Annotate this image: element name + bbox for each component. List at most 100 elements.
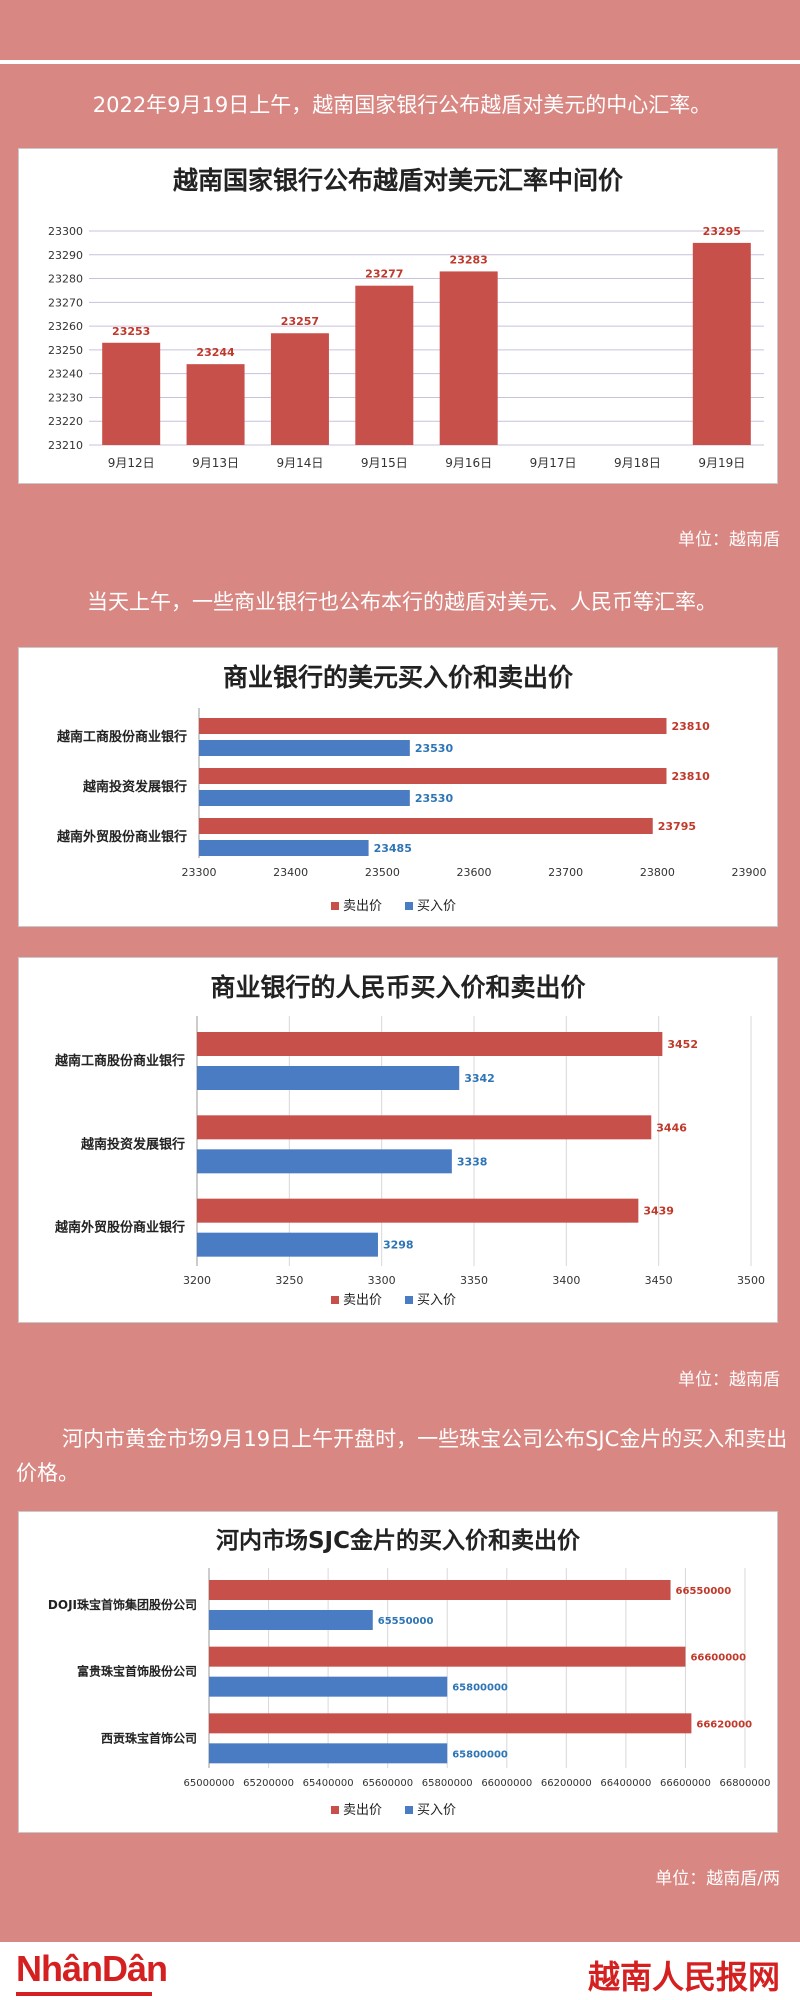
x-tick-label: 3350 bbox=[460, 1274, 488, 1287]
category-label: 越南工商股份商业银行 bbox=[54, 1053, 185, 1069]
category-label: 越南投资发展银行 bbox=[80, 1136, 185, 1152]
data-label: 23295 bbox=[703, 225, 741, 238]
unit-label-2: 单位：越南盾 bbox=[678, 1370, 780, 1390]
bar-sell bbox=[199, 768, 667, 784]
data-label: 23277 bbox=[365, 268, 403, 281]
category-label: 越南外贸股份商业银行 bbox=[54, 1220, 185, 1236]
site-name-logo[interactable]: 越南人民报网 bbox=[587, 1958, 780, 1996]
x-tick-label: 3300 bbox=[368, 1274, 396, 1287]
y-tick-label: 23290 bbox=[48, 249, 83, 262]
bar-buy bbox=[209, 1676, 448, 1697]
x-tick-label: 23900 bbox=[732, 866, 767, 879]
bar-sell bbox=[209, 1646, 686, 1667]
data-label: 65550000 bbox=[378, 1616, 434, 1627]
data-label: 23530 bbox=[415, 792, 454, 805]
chart-title: 商业银行的人民币买入价和卖出价 bbox=[210, 973, 586, 1002]
bar-sell bbox=[199, 818, 653, 834]
data-label: 3298 bbox=[383, 1239, 414, 1252]
y-tick-label: 23260 bbox=[48, 320, 83, 333]
y-tick-label: 23210 bbox=[48, 439, 83, 452]
x-tick-label: 9月13日 bbox=[192, 456, 239, 470]
data-label: 23810 bbox=[672, 720, 711, 733]
data-label: 65800000 bbox=[452, 1683, 508, 1694]
unit-label-1: 单位：越南盾 bbox=[678, 530, 780, 550]
data-label: 66550000 bbox=[676, 1586, 732, 1597]
data-label: 3452 bbox=[667, 1038, 698, 1051]
data-label: 23795 bbox=[658, 820, 696, 833]
bar-buy bbox=[199, 790, 410, 806]
bar-sell bbox=[209, 1713, 692, 1734]
bar bbox=[355, 285, 414, 445]
x-tick-label: 23400 bbox=[273, 866, 308, 879]
chart-panel-cny: 商业银行的人民币买入价和卖出价 3200 3250 3300 3350 3400 3450 3… bbox=[18, 957, 778, 1323]
data-label: 23810 bbox=[672, 770, 711, 783]
intro-paragraph-3: 河内市黄金市场9月19日上午开盘时，一些珠宝公司公布SJC金片的买入和卖出价格。 bbox=[16, 1427, 788, 1485]
bar-buy bbox=[197, 1232, 378, 1257]
data-label: 3338 bbox=[457, 1155, 488, 1168]
bar-sell bbox=[209, 1580, 671, 1600]
bar-sell bbox=[197, 1032, 663, 1056]
chart-title: 越南国家银行公布越盾对美元汇率中间价 bbox=[173, 166, 624, 195]
chart-panel-central-rate: 越南国家银行公布越盾对美元汇率中间价 23210 23220 23230 23240 23… bbox=[18, 148, 778, 484]
data-label: 23283 bbox=[450, 253, 488, 266]
x-tick-label: 9月14日 bbox=[276, 456, 323, 470]
bar-sell bbox=[199, 718, 667, 734]
x-tick-label: 66400000 bbox=[600, 1778, 651, 1789]
data-label: 3446 bbox=[656, 1121, 687, 1134]
nhandan-logo[interactable]: NhânDân bbox=[16, 1948, 168, 1996]
data-label: 23530 bbox=[415, 742, 454, 755]
category-label: 富贵珠宝首饰股份公司 bbox=[77, 1664, 197, 1679]
bar-buy bbox=[209, 1610, 373, 1630]
y-tick-label: 23300 bbox=[48, 225, 83, 238]
footer-bar: NhânDân 越南人民报网 bbox=[0, 1942, 800, 2000]
x-tick-label: 3200 bbox=[183, 1274, 211, 1287]
y-tick-label: 23250 bbox=[48, 344, 83, 357]
bar bbox=[692, 242, 751, 445]
y-tick-label: 23280 bbox=[48, 273, 83, 286]
x-tick-label: 3400 bbox=[552, 1274, 580, 1287]
x-tick-label: 66000000 bbox=[481, 1778, 532, 1789]
data-label: 23244 bbox=[196, 346, 235, 359]
data-label: 66620000 bbox=[696, 1719, 752, 1730]
chart-panel-gold: 河内市场SJC金片的买入价和卖出价 65000000 65200000 6540000… bbox=[18, 1511, 778, 1833]
logo-underline bbox=[16, 1992, 152, 1996]
x-tick-label: 23600 bbox=[457, 866, 492, 879]
usd-rate-chart: 商业银行的美元买入价和卖出价 23300 23400 23500 23600 23700 2… bbox=[56, 663, 767, 914]
bar-buy bbox=[209, 1743, 448, 1764]
category-label: 越南投资发展银行 bbox=[82, 779, 187, 795]
bar bbox=[270, 333, 329, 445]
bar bbox=[186, 364, 245, 445]
category-label: 西贡珠宝首饰公司 bbox=[101, 1730, 197, 1745]
x-tick-label: 9月18日 bbox=[614, 456, 661, 470]
y-tick-label: 23270 bbox=[48, 296, 83, 309]
x-tick-label: 23500 bbox=[365, 866, 400, 879]
bar-buy bbox=[197, 1149, 452, 1174]
y-tick-label: 23220 bbox=[48, 415, 83, 428]
legend-label-sell: 卖出价 bbox=[343, 1293, 382, 1308]
category-label: 越南工商股份商业银行 bbox=[56, 729, 187, 745]
unit-label-3: 单位：越南盾/两 bbox=[655, 1869, 780, 1889]
chart-title: 商业银行的美元买入价和卖出价 bbox=[223, 663, 574, 692]
legend-label-sell: 卖出价 bbox=[343, 899, 382, 914]
x-tick-label: 3250 bbox=[275, 1274, 303, 1287]
chart-panel-usd: 商业银行的美元买入价和卖出价 23300 23400 23500 23600 23700 2… bbox=[18, 647, 778, 927]
legend-label-buy: 买入价 bbox=[417, 1293, 456, 1308]
bar-buy bbox=[199, 840, 369, 856]
x-tick-label: 65800000 bbox=[422, 1778, 473, 1789]
x-tick-label: 9月16日 bbox=[445, 456, 492, 470]
x-tick-label: 9月17日 bbox=[530, 456, 577, 470]
central-rate-chart: 越南国家银行公布越盾对美元汇率中间价 23210 23220 23230 23240 23… bbox=[48, 166, 764, 470]
legend-label-sell: 卖出价 bbox=[343, 1803, 382, 1818]
x-tick-label: 23300 bbox=[182, 866, 217, 879]
data-label: 66600000 bbox=[690, 1653, 746, 1664]
x-tick-label: 9月12日 bbox=[108, 456, 155, 470]
x-tick-label: 65000000 bbox=[184, 1778, 235, 1789]
legend-label-buy: 买入价 bbox=[417, 899, 456, 914]
bar-buy bbox=[197, 1066, 460, 1090]
data-label: 23253 bbox=[112, 325, 150, 338]
x-tick-label: 3450 bbox=[645, 1274, 673, 1287]
bar-sell bbox=[197, 1115, 652, 1140]
category-label: DOJI珠宝首饰集团股份公司 bbox=[48, 1597, 197, 1612]
x-tick-label: 66600000 bbox=[660, 1778, 711, 1789]
bar bbox=[439, 271, 498, 445]
